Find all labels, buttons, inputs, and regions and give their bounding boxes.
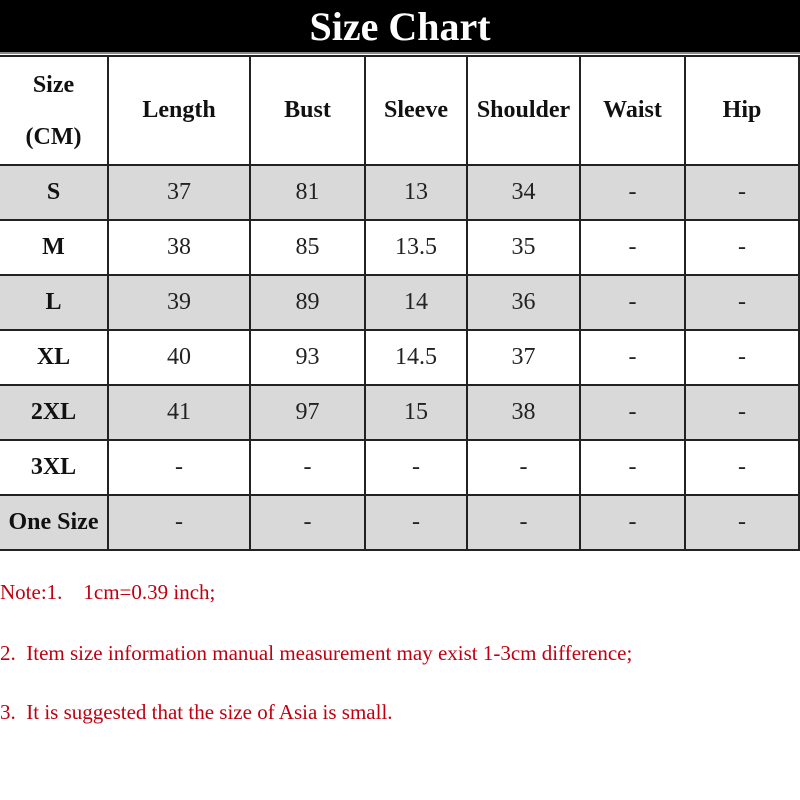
value-cell: 89 [249,274,366,331]
value-cell: 15 [364,384,468,441]
header-waist: Waist [579,55,686,166]
table-row: One Size - - - - - - [0,494,800,551]
value-cell: 37 [107,164,251,221]
header-length: Length [107,55,251,166]
value-cell: 85 [249,219,366,276]
value-cell: 41 [107,384,251,441]
table-row: M 38 85 13.5 35- - [0,219,800,276]
size-cell: M [0,219,109,276]
header-size: Size (CM) [0,55,109,166]
value-cell: - [684,494,800,551]
value-cell: - [684,439,800,496]
value-cell: - [107,494,251,551]
size-cell: L [0,274,109,331]
note-2: 2. Item size information manual measurem… [0,641,633,665]
value-cell: 35 [466,219,581,276]
value-cell: - [579,384,686,441]
size-cell: XL [0,329,109,386]
value-cell: 38 [466,384,581,441]
value-cell: 40 [107,329,251,386]
value-cell: 97 [249,384,366,441]
value-cell: - [684,274,800,331]
value-cell: - [466,439,581,496]
value-cell: - [684,164,800,221]
value-cell: - [579,494,686,551]
value-cell: - [684,384,800,441]
header-hip: Hip [684,55,800,166]
value-cell: 14 [364,274,468,331]
size-table: Size (CM) Length Bust Sleeve Shoulder Wa… [0,55,800,551]
value-cell: 39 [107,274,251,331]
value-cell: 13 [364,164,468,221]
table-row: XL 40 93 14.5 37- - [0,329,800,386]
value-cell: 13.5 [364,219,468,276]
value-cell: - [107,439,251,496]
size-cell: 2XL [0,384,109,441]
size-cell: One Size [0,494,109,551]
value-cell: 93 [249,329,366,386]
table-row: 3XL - - - - - - [0,439,800,496]
value-cell: 81 [249,164,366,221]
size-cell: S [0,164,109,221]
value-cell: - [579,274,686,331]
value-cell: - [249,439,366,496]
header-size-unit: (CM) [25,123,82,150]
value-cell: - [579,329,686,386]
value-cell: 14.5 [364,329,468,386]
header-bust: Bust [249,55,366,166]
table-row: S 37 81 13 34- - [0,164,800,221]
table-header-row: Size (CM) Length Bust Sleeve Shoulder Wa… [0,55,800,166]
value-cell: - [579,219,686,276]
header-sleeve: Sleeve [364,55,468,166]
value-cell: - [579,439,686,496]
value-cell: - [466,494,581,551]
value-cell: - [684,329,800,386]
table-row: L 39 89 14 36- - [0,274,800,331]
value-cell: 34 [466,164,581,221]
header-shoulder: Shoulder [466,55,581,166]
table-row: 2XL 41 97 15 38- - [0,384,800,441]
header-size-label: Size [32,71,75,98]
note-1: Note:1. 1cm=0.39 inch; [0,580,216,604]
value-cell: - [579,164,686,221]
size-cell: 3XL [0,439,109,496]
value-cell: - [364,439,468,496]
value-cell: - [364,494,468,551]
size-chart-title: Size Chart [0,0,800,54]
value-cell: 37 [466,329,581,386]
value-cell: - [249,494,366,551]
value-cell: - [684,219,800,276]
value-cell: 36 [466,274,581,331]
note-3: 3. It is suggested that the size of Asia… [0,700,393,724]
value-cell: 38 [107,219,251,276]
